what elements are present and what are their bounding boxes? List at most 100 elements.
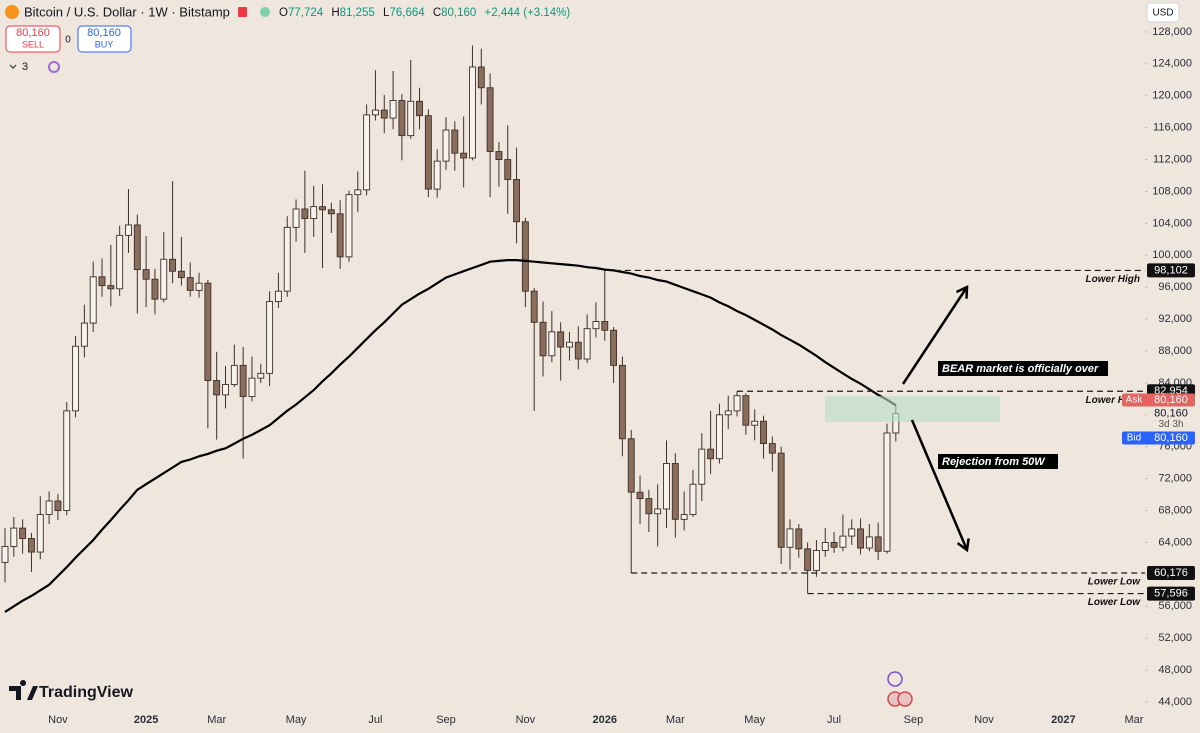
ask-price: 80,160	[1154, 394, 1188, 406]
sell-button[interactable]	[5, 25, 61, 53]
candle-up	[266, 301, 274, 374]
spread: 0	[65, 35, 71, 46]
event-icon[interactable]	[897, 691, 913, 707]
candle-up	[36, 514, 44, 553]
candle-down	[486, 87, 494, 153]
x-tick-label: 2027	[1051, 714, 1075, 726]
candle-up	[248, 377, 256, 397]
candle-down	[574, 341, 582, 360]
level-tag	[1147, 565, 1195, 580]
candle-down	[636, 491, 644, 500]
candle-up	[283, 226, 291, 292]
y-tick-label: 92,000	[1158, 313, 1192, 325]
event-icon[interactable]	[887, 671, 903, 687]
indicator-icon[interactable]	[48, 61, 60, 73]
candle-up	[883, 432, 891, 552]
candle-up	[654, 508, 662, 515]
candle-down	[186, 277, 194, 291]
level-tag	[1147, 586, 1195, 601]
candle-up	[274, 290, 282, 303]
candle-down	[768, 443, 776, 454]
candle-up	[751, 420, 759, 426]
buy-button[interactable]	[77, 25, 132, 53]
candle-down	[477, 66, 485, 89]
countdown: 3d 3h	[1158, 419, 1183, 430]
currency-button[interactable]	[1146, 2, 1180, 23]
candle-down	[451, 129, 459, 154]
candle-up	[689, 483, 697, 516]
y-tick-label: 124,000	[1152, 58, 1192, 70]
candle-down	[142, 269, 150, 280]
candle-down	[795, 528, 803, 550]
candle-up	[821, 542, 829, 551]
candle-up	[257, 372, 265, 379]
ask-tag	[1122, 393, 1195, 407]
status-dot	[260, 7, 270, 17]
candle-up	[45, 500, 53, 516]
candle-up	[724, 410, 732, 416]
last-price: 80,160	[1154, 407, 1188, 419]
candle-up	[354, 189, 362, 196]
candle-down	[671, 463, 679, 520]
level-note: Lower Low	[1088, 577, 1141, 588]
arrow-up	[901, 287, 967, 385]
x-tick-label: Nov	[516, 714, 536, 726]
logo: TradingView	[39, 684, 134, 701]
x-tick-label: Jul	[368, 714, 382, 726]
candle-down	[521, 221, 529, 292]
level-tag-label: 57,596	[1154, 587, 1188, 599]
ask-name: Ask	[1126, 395, 1144, 406]
candle-up	[160, 258, 168, 300]
ohlc-key: L	[383, 7, 390, 19]
candle-up	[433, 160, 441, 190]
candle-down	[627, 438, 635, 493]
buy-label: BUY	[95, 39, 114, 49]
arrow-down	[910, 419, 967, 550]
candle-up	[72, 345, 80, 412]
candle-up	[80, 322, 88, 347]
candle-up	[195, 282, 203, 291]
y-tick-label: 72,000	[1158, 473, 1192, 485]
candle-up	[698, 448, 706, 485]
candle-down	[239, 364, 247, 397]
level-tag-label: 98,102	[1154, 264, 1188, 276]
x-tick-label: Mar	[1124, 714, 1143, 726]
ohlc-key: C	[433, 7, 441, 19]
x-tick-label: 2026	[593, 714, 617, 726]
y-tick-label: 128,000	[1152, 26, 1192, 38]
y-tick-label: 48,000	[1158, 664, 1192, 676]
candle-down	[857, 528, 864, 549]
bid-name: Bid	[1127, 433, 1141, 444]
x-tick-label: Sep	[904, 714, 924, 726]
candle-down	[601, 321, 609, 331]
candle-up	[310, 206, 318, 220]
candle-down	[19, 527, 27, 539]
candle-down	[460, 152, 468, 159]
candle-down	[804, 548, 812, 571]
candle-down	[107, 285, 115, 290]
ohlc-value: 76,664	[389, 7, 425, 19]
candle-down	[618, 364, 626, 440]
y-tick-label: 108,000	[1152, 185, 1192, 197]
y-tick-label: 104,000	[1152, 217, 1192, 229]
candle-down	[830, 542, 838, 548]
candle-down	[319, 206, 326, 211]
logo-mark	[9, 680, 38, 700]
candle-up	[548, 331, 556, 357]
candle-down	[151, 278, 159, 300]
y-tick-label: 116,000	[1153, 122, 1192, 134]
chevron[interactable]	[9, 64, 17, 69]
level-note: Lower Low	[1088, 597, 1141, 608]
bid-price: 80,160	[1154, 432, 1188, 444]
bid-tag	[1122, 431, 1195, 445]
candle-up	[680, 514, 688, 520]
y-tick-label: 44,000	[1158, 696, 1192, 708]
annotation-box	[938, 454, 1058, 469]
moving-average	[4, 259, 897, 613]
ohlc-value: 77,724	[288, 7, 324, 19]
candle-down	[645, 498, 653, 515]
candle-up	[116, 234, 124, 290]
candle-down	[213, 380, 221, 396]
buy-price: 80,160	[87, 27, 121, 39]
